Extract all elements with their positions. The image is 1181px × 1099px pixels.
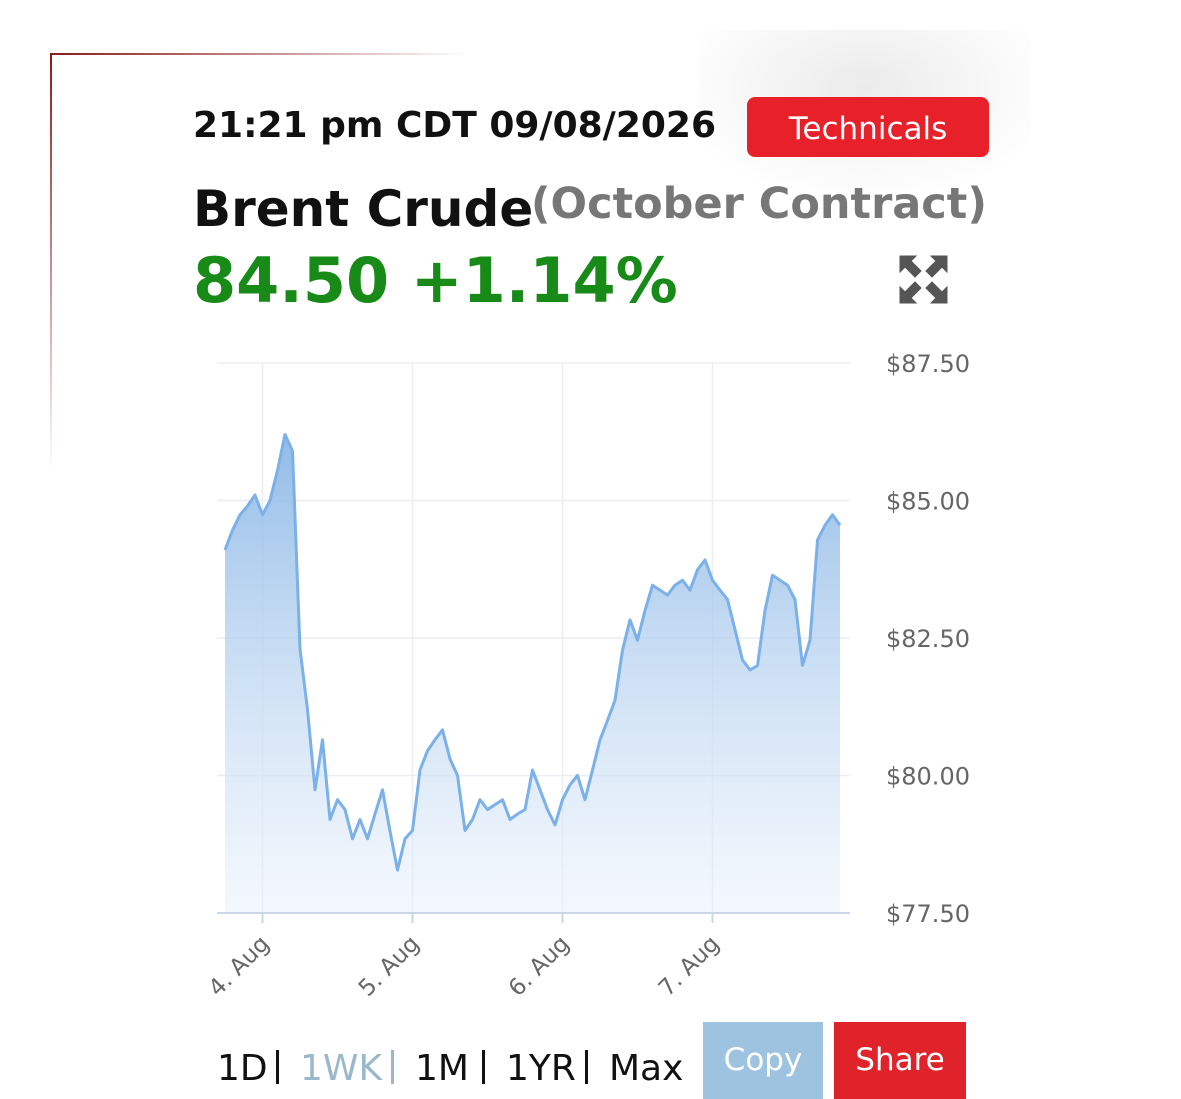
copy-button[interactable]: Copy [703, 1022, 823, 1099]
expand-icon[interactable] [899, 255, 948, 304]
x-tick-label: 7. Aug [654, 931, 725, 1002]
button-label[interactable]: Copy [724, 1042, 803, 1078]
y-tick-label: $80.00 [886, 763, 970, 791]
instrument: Brent Crude [193, 180, 533, 238]
area-fill [225, 434, 840, 913]
range-tabs: 1D 1WK 1M 1YR Max [217, 1048, 683, 1089]
range-tab[interactable]: 1D [217, 1048, 268, 1089]
share-button[interactable]: Share [834, 1022, 966, 1099]
x-tick-label: 4. Aug [204, 931, 275, 1002]
range-tab[interactable]: 1WK [300, 1048, 384, 1089]
chart: $77.50 $80.00 $82.50 $85.00 $87.50 4. Aug 5. A… [204, 350, 970, 1002]
range-tab[interactable]: 1YR [506, 1048, 576, 1089]
y-tick-label: $85.00 [886, 488, 970, 516]
quote: 84.50 +1.14% [193, 244, 678, 317]
tab-separator [585, 1050, 588, 1084]
range-tab[interactable]: 1M [415, 1048, 469, 1089]
y-tick-label: $87.50 [886, 350, 970, 378]
contract: (October Contract) [531, 179, 987, 229]
button-bg [834, 1022, 966, 1099]
tab-separator [391, 1050, 394, 1084]
button-bg [703, 1022, 823, 1099]
range-tab[interactable]: Max [609, 1048, 683, 1089]
tab-separator [276, 1050, 279, 1084]
x-tick-label: 6. Aug [504, 931, 575, 1002]
frame-left [50, 53, 52, 473]
button-bg [747, 97, 989, 157]
expand-glyph [899, 255, 948, 304]
y-tick-label: $77.50 [886, 900, 970, 928]
frame-top [50, 53, 470, 55]
tab-separator [482, 1050, 485, 1084]
price-line [223, 433, 842, 872]
y-tick-label: $82.50 [886, 625, 970, 653]
timestamp: 21:21 pm CDT 09/08/2026 [193, 105, 716, 146]
button-label[interactable]: Share [855, 1042, 944, 1078]
button-label[interactable]: Technicals [788, 111, 948, 147]
x-tick-label: 5. Aug [354, 931, 425, 1002]
technicals-button[interactable]: Technicals [747, 97, 989, 157]
